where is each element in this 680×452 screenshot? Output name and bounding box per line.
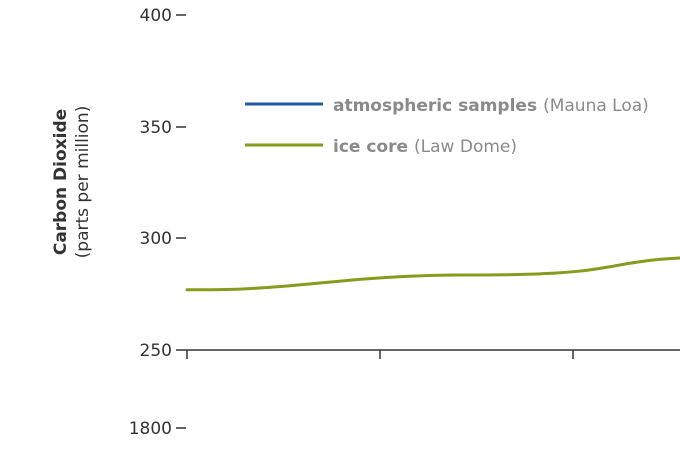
lower-axis: 1800	[129, 419, 186, 439]
lower-y-tick-label: 1800	[129, 419, 172, 439]
series-layer	[185, 256, 680, 292]
legend-source-atmospheric: (Mauna Loa)	[543, 96, 649, 116]
series-line-ice-core	[185, 256, 680, 292]
y-tick-label: 350	[140, 118, 172, 138]
legend-label-ice-core: ice core	[333, 137, 408, 157]
y-axis-title: Carbon Dioxide	[51, 109, 71, 255]
legend-source-ice-core: (Law Dome)	[414, 137, 517, 157]
y-tick-label: 300	[140, 229, 172, 249]
y-tick: 350	[140, 118, 186, 138]
y-tick-label: 400	[140, 6, 172, 26]
legend: atmospheric samples (Mauna Loa) ice core (…	[245, 96, 649, 157]
y-axis-subtitle: (parts per million)	[73, 106, 93, 259]
legend-label-atmospheric: atmospheric samples	[333, 96, 537, 116]
x-axis	[186, 349, 680, 359]
y-tick-label: 250	[140, 341, 172, 361]
y-tick: 400	[140, 6, 186, 26]
y-tick: 250	[140, 341, 186, 361]
legend-entry-ice-core: ice core (Law Dome)	[245, 137, 517, 157]
y-tick: 300	[140, 229, 186, 249]
legend-text-ice-core: ice core (Law Dome)	[333, 137, 517, 157]
y-axis-label: Carbon Dioxide (parts per million)	[51, 106, 93, 259]
legend-entry-atmospheric: atmospheric samples (Mauna Loa)	[245, 96, 649, 116]
y-axis: 400 350 300 250	[140, 6, 186, 361]
legend-text-atmospheric: atmospheric samples (Mauna Loa)	[333, 96, 649, 116]
